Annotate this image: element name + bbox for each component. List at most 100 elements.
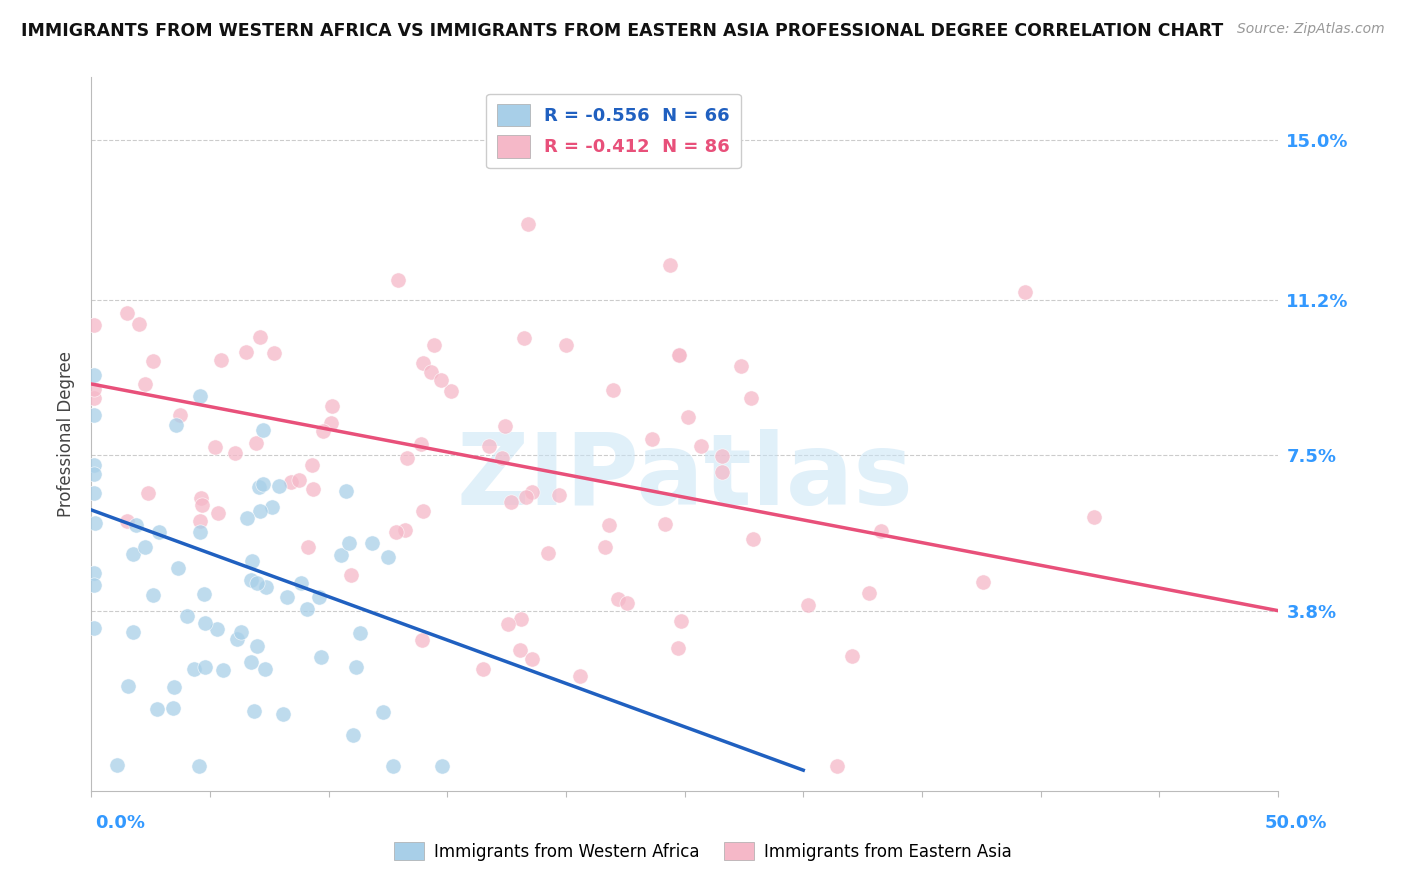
Point (335, 483, 357, 498)
Point (83, 391, 105, 405)
Point (669, 614, 692, 628)
Point (796, 598, 818, 612)
Point (411, 633, 433, 648)
Point (342, 728, 364, 742)
Point (491, 451, 513, 466)
Point (1014, 285, 1036, 300)
Point (260, 500, 283, 514)
Point (280, 475, 302, 489)
Point (190, 514, 212, 528)
Point (245, 436, 267, 450)
Point (510, 612, 533, 626)
Point (1083, 510, 1105, 524)
Point (115, 306, 138, 320)
Point (83, 382, 105, 396)
Point (249, 504, 271, 518)
Point (142, 588, 165, 602)
Point (134, 377, 156, 392)
Point (522, 652, 544, 666)
Point (83, 578, 105, 592)
Point (165, 417, 187, 432)
Point (598, 518, 620, 533)
Point (548, 488, 571, 502)
Point (516, 217, 538, 231)
Text: 50.0%: 50.0% (1265, 814, 1327, 831)
Point (240, 573, 263, 587)
Point (319, 416, 342, 430)
Point (606, 592, 628, 607)
Point (254, 580, 277, 594)
Point (276, 591, 298, 605)
Point (537, 546, 560, 560)
Point (249, 329, 271, 343)
Point (385, 524, 408, 539)
Point (301, 482, 323, 496)
Point (83, 486, 105, 500)
Point (555, 338, 578, 352)
Point (187, 759, 209, 773)
Point (225, 632, 247, 647)
Point (711, 449, 734, 463)
Point (309, 649, 332, 664)
Point (190, 389, 212, 403)
Point (568, 669, 591, 683)
Point (602, 383, 624, 397)
Point (122, 547, 145, 561)
Point (125, 517, 148, 532)
Point (870, 524, 893, 538)
Point (412, 356, 434, 370)
Point (499, 494, 522, 508)
Point (162, 701, 184, 715)
Point (730, 359, 752, 373)
Point (194, 660, 217, 674)
Text: 0.0%: 0.0% (96, 814, 146, 831)
Point (290, 575, 312, 590)
Point (349, 625, 371, 640)
Point (741, 532, 763, 546)
Point (689, 439, 711, 453)
Point (394, 524, 416, 538)
Point (288, 473, 311, 487)
Point (420, 365, 443, 379)
Point (193, 587, 215, 601)
Point (387, 273, 409, 287)
Point (117, 679, 139, 693)
Point (520, 485, 543, 500)
Point (240, 655, 263, 669)
Point (593, 540, 616, 554)
Point (471, 662, 494, 676)
Point (382, 759, 405, 773)
Point (246, 639, 269, 653)
Point (128, 317, 150, 331)
Point (83, 516, 105, 531)
Point (188, 524, 211, 539)
Point (269, 479, 291, 493)
Point (666, 641, 689, 656)
Legend: R = -0.556  N = 66, R = -0.412  N = 86: R = -0.556 N = 66, R = -0.412 N = 86 (486, 94, 741, 169)
Point (205, 623, 228, 637)
Point (641, 432, 664, 446)
Point (169, 408, 191, 422)
Point (509, 643, 531, 657)
Point (412, 504, 434, 518)
Point (142, 354, 165, 368)
Point (252, 423, 274, 437)
Point (616, 596, 638, 610)
Point (252, 476, 274, 491)
Point (83, 408, 105, 422)
Point (176, 609, 198, 624)
Point (423, 338, 446, 352)
Point (409, 437, 432, 451)
Point (83, 368, 105, 383)
Point (83, 458, 105, 472)
Point (253, 662, 276, 676)
Point (207, 506, 229, 520)
Point (513, 331, 536, 345)
Point (344, 660, 367, 674)
Point (825, 759, 848, 773)
Point (972, 574, 994, 589)
Point (204, 440, 226, 454)
Point (740, 391, 762, 405)
Point (371, 705, 394, 719)
Point (395, 451, 418, 466)
